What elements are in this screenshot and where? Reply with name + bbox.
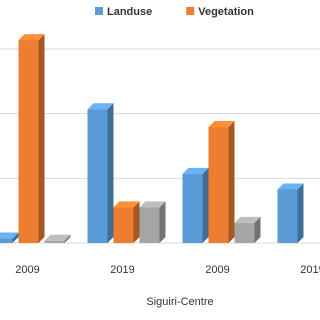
bar	[0, 232, 19, 243]
bar	[277, 183, 304, 243]
bar-top	[234, 216, 261, 223]
bar-side	[64, 234, 71, 243]
bar-top	[208, 121, 235, 128]
bar-front	[87, 109, 108, 243]
plot-area	[0, 34, 320, 244]
bar	[139, 201, 166, 243]
bar-front	[234, 222, 255, 243]
legend-swatch	[186, 7, 195, 15]
bar-top	[87, 103, 114, 110]
bar	[44, 234, 71, 243]
bar-front	[182, 173, 203, 243]
bar-front	[139, 207, 160, 243]
legend-swatch	[95, 7, 103, 15]
bar	[234, 216, 261, 243]
bar-top	[182, 167, 209, 174]
bar	[208, 121, 235, 243]
bar	[18, 34, 45, 243]
x-tick-label: 2009	[205, 264, 229, 276]
bar-side	[12, 232, 19, 243]
bar-top	[44, 234, 71, 241]
legend-label: Landuse	[107, 6, 152, 18]
bar-side	[133, 201, 140, 243]
bar-front	[44, 240, 65, 243]
x-tick-label: 2019	[300, 264, 320, 276]
bar-side	[297, 183, 304, 243]
bar-front	[208, 127, 229, 243]
bar	[182, 167, 209, 243]
legend-label: Vegetation	[198, 6, 254, 18]
bar-top	[113, 201, 140, 208]
x-axis-label: Siguiri-Centre	[146, 296, 213, 308]
bar-side	[202, 167, 209, 243]
bar-side	[228, 121, 235, 243]
bar-top	[277, 183, 304, 190]
bar-side	[254, 216, 261, 243]
x-tick-label: 2009	[15, 264, 39, 276]
bar	[113, 201, 140, 243]
bar	[87, 103, 114, 243]
bar-side	[107, 103, 114, 243]
bar-top	[0, 232, 19, 239]
bar-side	[38, 34, 45, 243]
bar-front	[18, 40, 39, 243]
x-tick-label: 2019	[110, 264, 134, 276]
bar-top	[139, 201, 166, 208]
bar-top	[18, 34, 45, 41]
bar-front	[0, 238, 13, 243]
bar-front	[277, 189, 298, 243]
bar-side	[159, 201, 166, 243]
bar-front	[113, 207, 134, 243]
